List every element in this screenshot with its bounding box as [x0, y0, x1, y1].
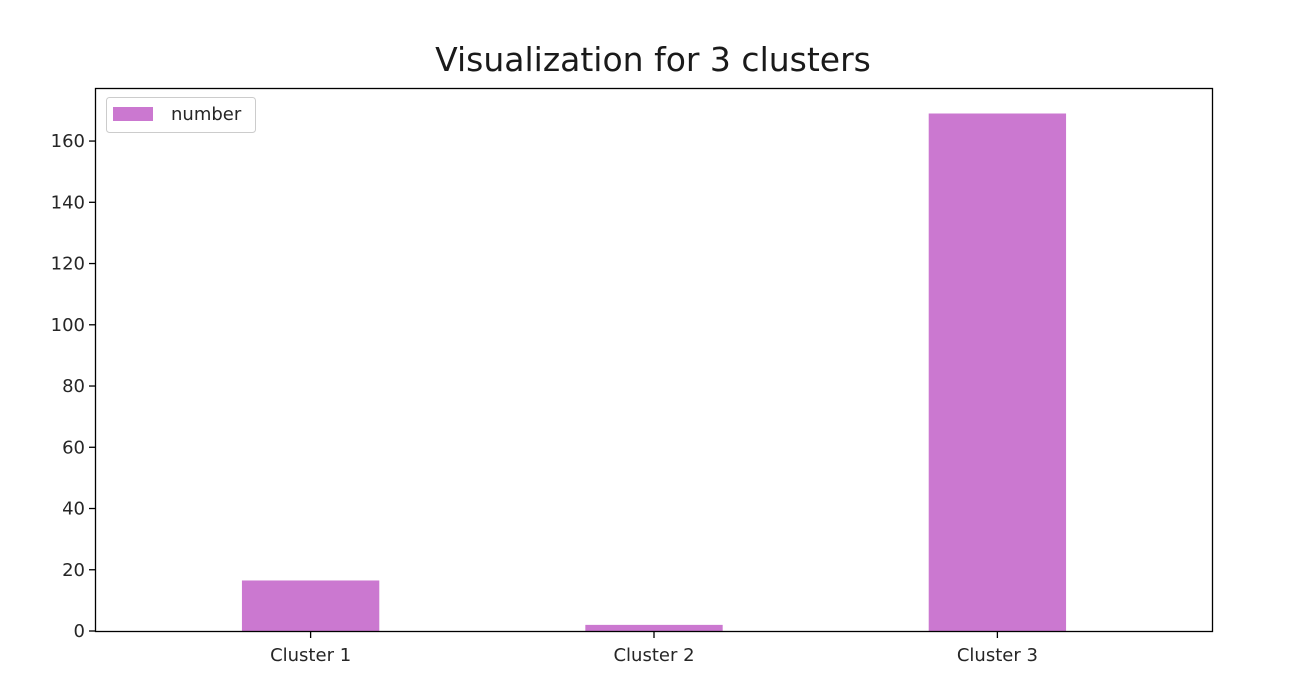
chart-title: Visualization for 3 clusters — [435, 40, 871, 79]
legend: number — [106, 97, 256, 133]
y-tick-label: 20 — [62, 560, 85, 581]
y-tick-label: 140 — [51, 192, 85, 213]
y-tick-label: 40 — [62, 499, 85, 520]
y-tick-label: 0 — [74, 621, 85, 642]
bar-3 — [928, 113, 1067, 631]
legend-label: number — [171, 104, 242, 125]
y-tick-label: 120 — [51, 254, 85, 275]
y-tick-label: 80 — [62, 376, 85, 397]
x-axis: Cluster 1 Cluster 2 Cluster 3 — [270, 631, 1038, 666]
y-tick-label: 100 — [51, 315, 85, 336]
bar-1 — [241, 580, 380, 631]
y-tick-label: 160 — [51, 131, 85, 152]
y-axis: 0 20 40 60 80 100 120 140 160 — [51, 131, 96, 642]
bar-2 — [585, 624, 723, 631]
bars-layer — [241, 113, 1067, 631]
x-tick-label: Cluster 3 — [957, 645, 1038, 666]
x-tick-label: Cluster 1 — [270, 645, 351, 666]
legend-swatch — [113, 107, 153, 121]
legend-box — [106, 97, 256, 133]
y-tick-label: 60 — [62, 437, 85, 458]
x-tick-label: Cluster 2 — [613, 645, 694, 666]
